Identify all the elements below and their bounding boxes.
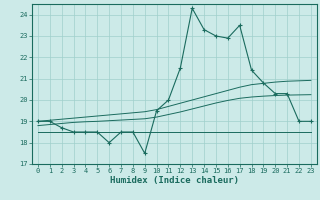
X-axis label: Humidex (Indice chaleur): Humidex (Indice chaleur) — [110, 176, 239, 185]
